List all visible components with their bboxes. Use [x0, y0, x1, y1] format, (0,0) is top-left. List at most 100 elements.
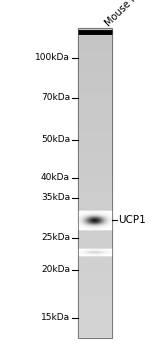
Bar — [78, 248, 112, 249]
Bar — [86, 211, 87, 212]
Bar — [92, 214, 93, 215]
Bar — [81, 211, 82, 212]
Bar — [96, 250, 97, 251]
Bar — [84, 251, 85, 252]
Bar — [79, 220, 80, 221]
Bar — [78, 33, 112, 34]
Bar — [93, 215, 94, 216]
Bar — [108, 226, 109, 227]
Bar — [78, 327, 112, 328]
Bar — [78, 203, 112, 204]
Bar — [104, 249, 105, 250]
Bar — [78, 280, 112, 281]
Bar — [78, 172, 112, 173]
Bar — [102, 225, 103, 226]
Bar — [106, 250, 107, 251]
Bar — [108, 223, 109, 224]
Bar — [78, 29, 112, 30]
Bar — [103, 249, 104, 250]
Bar — [110, 251, 111, 252]
Bar — [78, 61, 112, 62]
Bar — [78, 63, 112, 64]
Bar — [92, 225, 93, 226]
Bar — [81, 214, 82, 215]
Bar — [96, 217, 97, 218]
Bar — [88, 251, 89, 252]
Bar — [78, 261, 112, 262]
Bar — [96, 249, 97, 250]
Bar — [78, 316, 112, 317]
Bar — [90, 222, 91, 223]
Bar — [78, 330, 112, 331]
Bar — [101, 217, 102, 218]
Bar — [107, 252, 108, 253]
Bar — [88, 223, 89, 224]
Bar — [108, 222, 109, 223]
Bar — [98, 213, 99, 214]
Bar — [105, 254, 106, 255]
Bar — [95, 253, 96, 254]
Bar — [109, 216, 110, 217]
Bar — [99, 216, 100, 217]
Bar — [107, 228, 108, 229]
Bar — [78, 240, 112, 241]
Bar — [78, 134, 112, 135]
Bar — [111, 222, 112, 223]
Bar — [87, 251, 88, 252]
Bar — [83, 253, 84, 254]
Bar — [103, 250, 104, 251]
Bar — [96, 225, 97, 226]
Bar — [99, 221, 100, 222]
Bar — [97, 214, 98, 215]
Bar — [78, 38, 112, 39]
Bar — [109, 211, 110, 212]
Bar — [96, 214, 97, 215]
Bar — [78, 107, 112, 108]
Bar — [108, 227, 109, 228]
Bar — [78, 285, 112, 286]
Bar — [94, 215, 95, 216]
Bar — [99, 211, 100, 212]
Bar — [78, 290, 112, 292]
Bar — [78, 220, 79, 221]
Bar — [81, 221, 82, 222]
Bar — [108, 224, 109, 225]
Bar — [104, 250, 105, 251]
Bar — [109, 222, 110, 223]
Bar — [78, 251, 112, 252]
Bar — [80, 252, 81, 253]
Bar — [78, 276, 112, 277]
Bar — [103, 218, 104, 219]
Bar — [110, 212, 111, 213]
Bar — [78, 254, 79, 255]
Bar — [96, 211, 97, 212]
Bar — [78, 227, 79, 228]
Bar — [78, 233, 112, 234]
Bar — [95, 219, 96, 220]
Bar — [98, 220, 99, 221]
Bar — [83, 228, 84, 229]
Bar — [78, 317, 112, 318]
Bar — [78, 211, 112, 212]
Bar — [92, 254, 93, 255]
Bar — [79, 223, 80, 224]
Bar — [89, 212, 90, 213]
Bar — [92, 222, 93, 223]
Bar — [78, 318, 112, 320]
Bar — [102, 254, 103, 255]
Bar — [78, 138, 112, 139]
Bar — [91, 254, 92, 255]
Bar — [87, 221, 88, 222]
Bar — [89, 249, 90, 250]
Bar — [78, 184, 112, 185]
Bar — [99, 225, 100, 226]
Bar — [78, 214, 79, 215]
Bar — [85, 222, 86, 223]
Bar — [96, 254, 97, 255]
Bar — [78, 174, 112, 175]
Bar — [109, 224, 110, 225]
Bar — [78, 133, 112, 134]
Bar — [78, 223, 112, 224]
Bar — [97, 228, 98, 229]
Bar — [110, 253, 111, 254]
